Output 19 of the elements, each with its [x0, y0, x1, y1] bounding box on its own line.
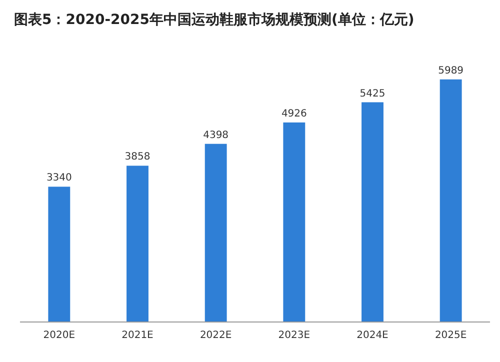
x-tick-label: 2022E [200, 330, 232, 341]
data-label: 4926 [281, 108, 307, 120]
x-tick-label: 2023E [278, 330, 310, 341]
bar [126, 166, 148, 322]
x-tick-label: 2025E [434, 330, 467, 341]
bar [48, 186, 70, 322]
data-label: 3858 [124, 152, 150, 163]
bar [283, 122, 306, 322]
chart-title: 图表5：2020-2025年中国运动鞋服市场规模预测(单位：亿元) [14, 11, 414, 28]
bar [204, 144, 227, 322]
data-label: 3340 [46, 172, 72, 184]
data-label: 4398 [203, 130, 229, 141]
bar [362, 102, 384, 322]
bar [440, 79, 462, 322]
data-label: 5425 [360, 88, 386, 100]
data-label: 5989 [438, 65, 464, 76]
x-tick-label: 2024E [356, 330, 388, 341]
x-tick-label: 2020E [43, 330, 76, 341]
x-tick-label: 2021E [122, 330, 154, 341]
